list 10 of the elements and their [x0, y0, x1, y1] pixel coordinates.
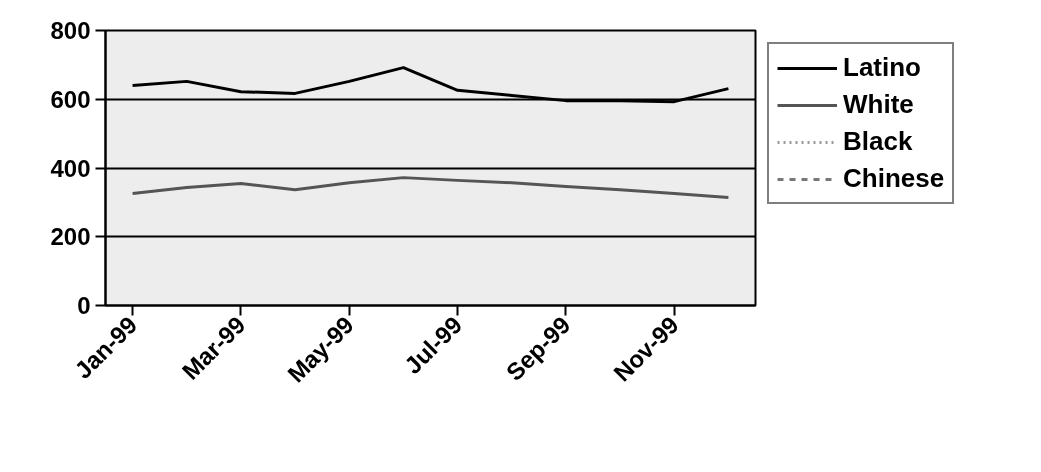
legend-label: Black — [843, 126, 913, 157]
legend-label: Latino — [843, 52, 921, 83]
legend-label: Chinese — [843, 163, 945, 194]
y-tick-label: 600 — [50, 85, 91, 113]
y-tick-label: 0 — [77, 292, 91, 319]
legend-label: White — [843, 89, 914, 120]
line-series — [131, 176, 730, 200]
y-tick-label: 400 — [50, 154, 91, 182]
y-tick-label: 800 — [50, 17, 91, 44]
y-tick-label: 200 — [50, 223, 91, 251]
